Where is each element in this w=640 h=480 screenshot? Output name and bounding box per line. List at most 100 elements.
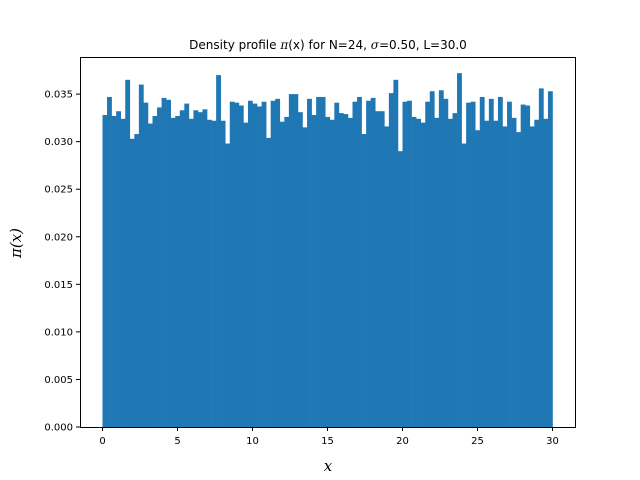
histogram-bar [484,120,490,427]
histogram-bar [329,119,335,427]
histogram-bar [175,115,181,427]
histogram-bar [157,107,162,427]
histogram-bar [502,126,508,427]
x-tick-label: 0 [99,436,105,447]
histogram-bar [397,151,403,427]
histogram-bar [188,118,194,427]
histogram-bar [420,122,426,427]
bars-group [102,73,553,428]
histogram-bar [275,98,281,428]
histogram-bar [534,119,540,427]
y-tick-label: 0.020 [44,232,73,243]
y-axis-label: π(x) [7,228,25,259]
x-tick-label: 5 [174,436,180,447]
histogram-bar [443,98,449,428]
histogram-bar [379,111,385,427]
title-pi-arg: (x) [288,38,304,52]
histogram-bar [543,118,549,427]
histogram-bar [138,84,144,427]
histogram-bar [134,134,140,427]
histogram-bar [147,123,153,427]
histogram-bar [447,118,453,427]
histogram-bar [225,143,231,427]
y-tick-label: 0.010 [44,327,73,338]
histogram-bar [507,101,512,427]
histogram-bar [152,115,158,427]
histogram-bar [279,121,285,428]
histogram-bar [511,117,517,428]
title-sigma-symbol: σ [371,38,380,52]
y-tick-label: 0.005 [44,375,73,386]
histogram-bar [525,105,531,427]
histogram-bar [452,113,458,427]
chart-title: Density profile π(x) for N=24, σ=0.50, L… [189,38,467,52]
histogram-bar [270,100,276,428]
histogram-bar [143,102,149,428]
y-axis-label-arg: (x) [7,228,25,248]
histogram-bar [457,73,462,427]
histogram-bar [352,101,358,427]
histogram-bar [438,90,444,427]
histogram-bar [529,126,535,427]
histogram-bar [129,138,135,427]
histogram-bar [538,88,544,427]
title-suffix: =0.50, L=30.0 [379,38,467,52]
histogram-bar [475,130,481,427]
histogram-bar [434,117,440,428]
histogram-bar [393,79,399,428]
histogram-bar [316,96,321,428]
x-tick-label: 30 [546,436,559,447]
histogram-bar [197,112,203,428]
x-tick-label: 10 [246,436,259,447]
histogram-bar [311,115,317,427]
histogram-bar [243,122,249,427]
histogram-bar [547,91,553,428]
histogram-bar [247,100,253,428]
histogram-bar [238,105,244,427]
histogram-bar [402,101,408,427]
histogram-bar [125,79,131,428]
histogram-bar [111,115,117,427]
histogram-bar [107,96,112,428]
histogram-bar [220,120,226,427]
histogram-bar [370,97,376,427]
histogram-bar [257,106,262,428]
histogram-bar [170,117,176,428]
histogram-bar [161,97,167,427]
y-tick-label: 0.030 [44,137,73,148]
histogram-bar [179,110,185,428]
y-tick-label: 0.015 [44,280,73,291]
histogram-bar [347,117,353,428]
histogram-bar [325,116,331,427]
histogram-bar [302,127,308,427]
histogram-bar [202,109,208,427]
histogram-bar [488,98,494,428]
y-axis-ticks: 0.000 0.005 0.010 0.015 0.020 0.025 0.030 0.035 [44,90,80,434]
histogram-bar [297,112,303,428]
histogram-bar [516,132,521,427]
x-axis-ticks: 0 5 10 15 20 25 30 [99,427,559,447]
histogram-bar [234,102,240,428]
histogram-bar [375,111,381,427]
histogram-bar [461,143,467,427]
histogram-bar [470,101,476,427]
histogram-bar [357,96,362,428]
histogram-bar [416,118,421,427]
histogram-bar [193,110,199,428]
histogram-bar [466,102,471,428]
histogram-bar [211,120,217,427]
x-axis-label: x [324,457,333,475]
histogram-bar [320,96,326,428]
histogram-bar [120,118,126,427]
histogram-bar [266,137,271,427]
y-axis-label-pi: π [7,247,25,259]
histogram-bar [284,116,290,427]
histogram-bar [207,119,212,427]
histogram-bar [361,134,367,427]
histogram-bar [366,100,371,428]
x-tick-label: 15 [321,436,334,447]
histogram-bar [102,115,108,427]
histogram-bar [520,104,526,428]
histogram-bar [338,113,344,427]
